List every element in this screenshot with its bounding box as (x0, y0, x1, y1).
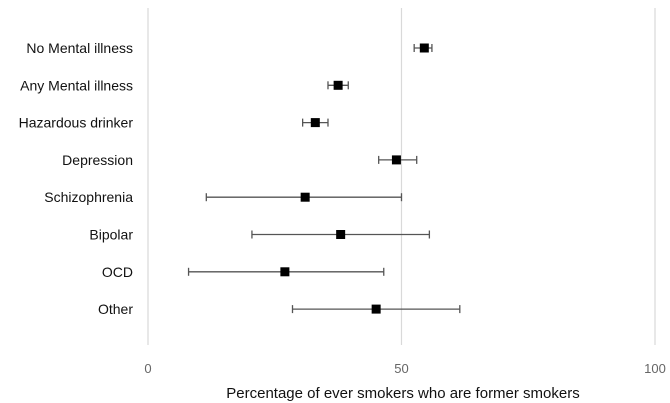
point-marker-0 (419, 43, 429, 53)
point-marker-5 (336, 230, 346, 239)
point-markers (280, 43, 429, 314)
category-label-1: Any Mental illness (20, 77, 133, 93)
gridlines (147, 8, 656, 345)
point-marker-2 (310, 118, 320, 128)
error-bars (187, 44, 461, 314)
point-marker-4 (300, 192, 310, 202)
category-label-5: Bipolar (89, 227, 133, 243)
category-label-3: Depression (62, 152, 133, 168)
category-label-7: Other (98, 301, 133, 317)
x-tick-label-1: 50 (394, 361, 408, 376)
category-label-2: Hazardous drinker (19, 115, 134, 131)
point-marker-1 (333, 80, 343, 90)
x-tick-labels: 0 50 100 (144, 361, 665, 376)
category-label-6: OCD (102, 264, 133, 280)
category-label-4: Schizophrenia (44, 189, 133, 205)
x-axis-title: Percentage of ever smokers who are forme… (226, 385, 579, 402)
x-tick-label-0: 0 (144, 361, 151, 376)
category-label-0: No Mental illness (26, 40, 133, 56)
point-marker-3 (391, 155, 401, 165)
x-tick-label-2: 100 (644, 361, 666, 376)
point-marker-6 (280, 267, 290, 277)
point-marker-7 (371, 304, 381, 314)
category-labels: No Mental illness Any Mental illness Hazar… (19, 40, 134, 317)
